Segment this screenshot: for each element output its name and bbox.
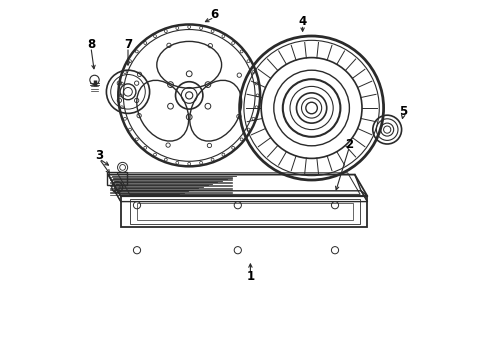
Text: 8: 8 (87, 38, 95, 51)
Text: 3: 3 (95, 149, 103, 162)
Text: 6: 6 (210, 8, 219, 21)
Bar (107, 172, 127, 185)
Text: 4: 4 (298, 15, 307, 28)
Text: 5: 5 (399, 105, 408, 118)
Text: 7: 7 (124, 38, 132, 51)
Text: 2: 2 (345, 138, 353, 150)
Text: 1: 1 (246, 270, 254, 283)
